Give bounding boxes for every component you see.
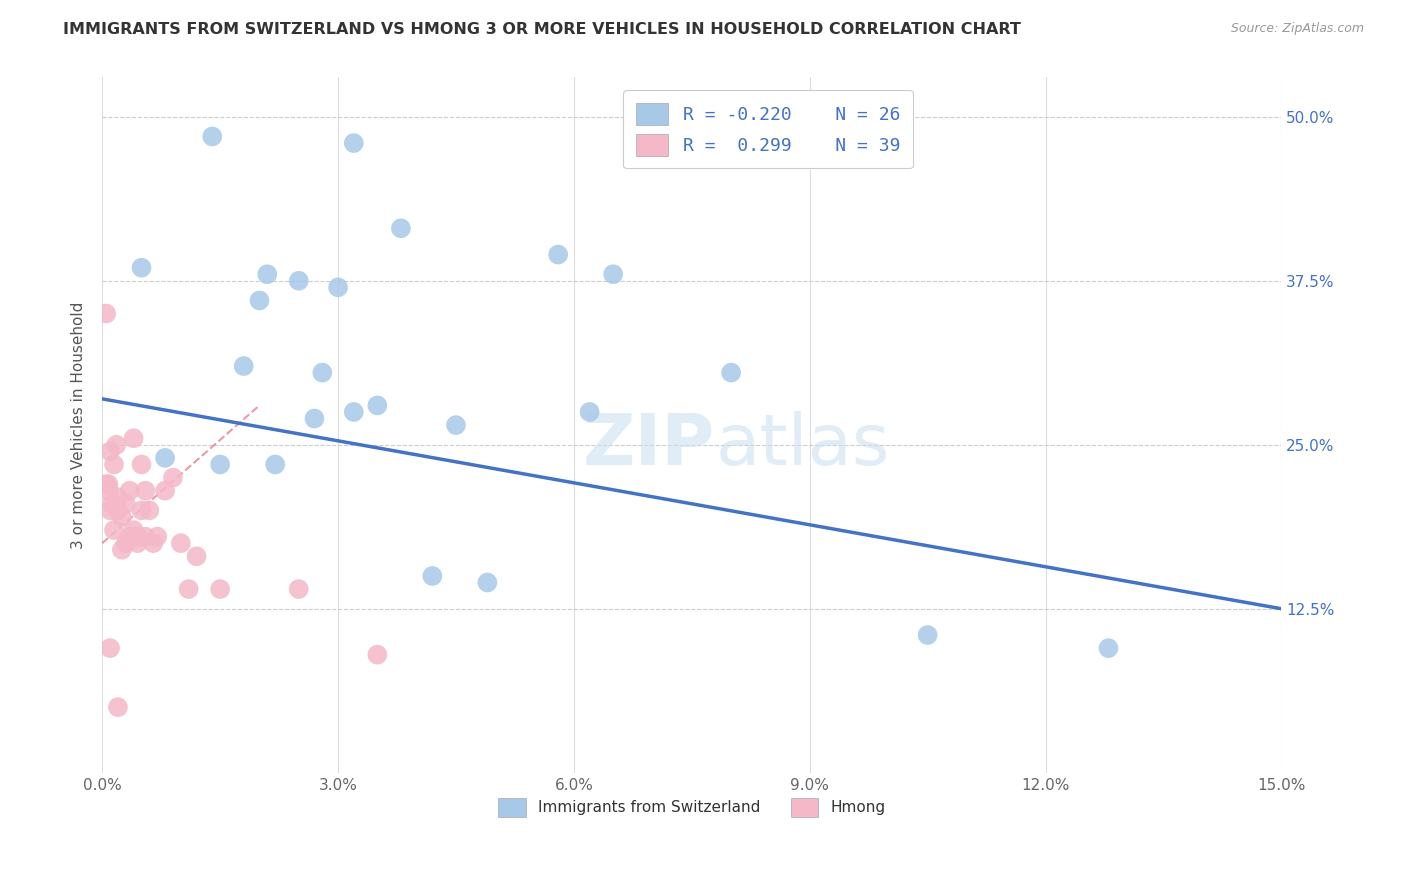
Point <box>1097 641 1119 656</box>
Point <box>111 542 134 557</box>
Point <box>97 477 120 491</box>
Point <box>917 628 939 642</box>
Point <box>94 307 117 321</box>
Point <box>720 366 742 380</box>
Point <box>127 530 149 544</box>
Point <box>97 483 120 498</box>
Point <box>264 458 287 472</box>
Y-axis label: 3 or more Vehicles in Household: 3 or more Vehicles in Household <box>72 301 86 549</box>
Point <box>186 549 208 564</box>
Point <box>138 503 160 517</box>
Point <box>153 450 176 465</box>
Point <box>94 477 117 491</box>
Point <box>201 129 224 144</box>
Point <box>107 700 129 714</box>
Point <box>389 221 412 235</box>
Point <box>287 582 309 596</box>
Point <box>131 260 153 275</box>
Text: atlas: atlas <box>716 411 890 481</box>
Text: IMMIGRANTS FROM SWITZERLAND VS HMONG 3 OR MORE VEHICLES IN HOUSEHOLD CORRELATION: IMMIGRANTS FROM SWITZERLAND VS HMONG 3 O… <box>63 22 1021 37</box>
Point <box>105 438 128 452</box>
Point <box>107 490 129 504</box>
Point <box>122 431 145 445</box>
Point <box>366 398 388 412</box>
Point <box>422 569 444 583</box>
Point <box>98 641 121 656</box>
Point <box>107 503 129 517</box>
Point <box>477 575 499 590</box>
Text: Source: ZipAtlas.com: Source: ZipAtlas.com <box>1230 22 1364 36</box>
Legend: Immigrants from Switzerland, Hmong: Immigrants from Switzerland, Hmong <box>491 790 893 824</box>
Point <box>111 510 134 524</box>
Point <box>232 359 254 373</box>
Point <box>103 458 125 472</box>
Point <box>131 503 153 517</box>
Point <box>366 648 388 662</box>
Point <box>209 458 232 472</box>
Point <box>170 536 193 550</box>
Point <box>122 523 145 537</box>
Point <box>547 247 569 261</box>
Text: ZIP: ZIP <box>583 411 716 481</box>
Point <box>311 366 333 380</box>
Point <box>118 530 141 544</box>
Point <box>146 530 169 544</box>
Point <box>142 536 165 550</box>
Point <box>326 280 349 294</box>
Point <box>98 444 121 458</box>
Point <box>444 418 467 433</box>
Point <box>343 405 366 419</box>
Point <box>134 483 156 498</box>
Point <box>177 582 200 596</box>
Point <box>114 536 136 550</box>
Point <box>98 503 121 517</box>
Point <box>131 458 153 472</box>
Point <box>100 497 122 511</box>
Point <box>162 470 184 484</box>
Point <box>304 411 326 425</box>
Point <box>287 274 309 288</box>
Point <box>343 136 366 150</box>
Point <box>114 497 136 511</box>
Point <box>134 530 156 544</box>
Point <box>602 267 624 281</box>
Point <box>103 523 125 537</box>
Point <box>118 483 141 498</box>
Point <box>153 483 176 498</box>
Point <box>127 536 149 550</box>
Point <box>249 293 271 308</box>
Point <box>209 582 232 596</box>
Point <box>578 405 600 419</box>
Point <box>256 267 278 281</box>
